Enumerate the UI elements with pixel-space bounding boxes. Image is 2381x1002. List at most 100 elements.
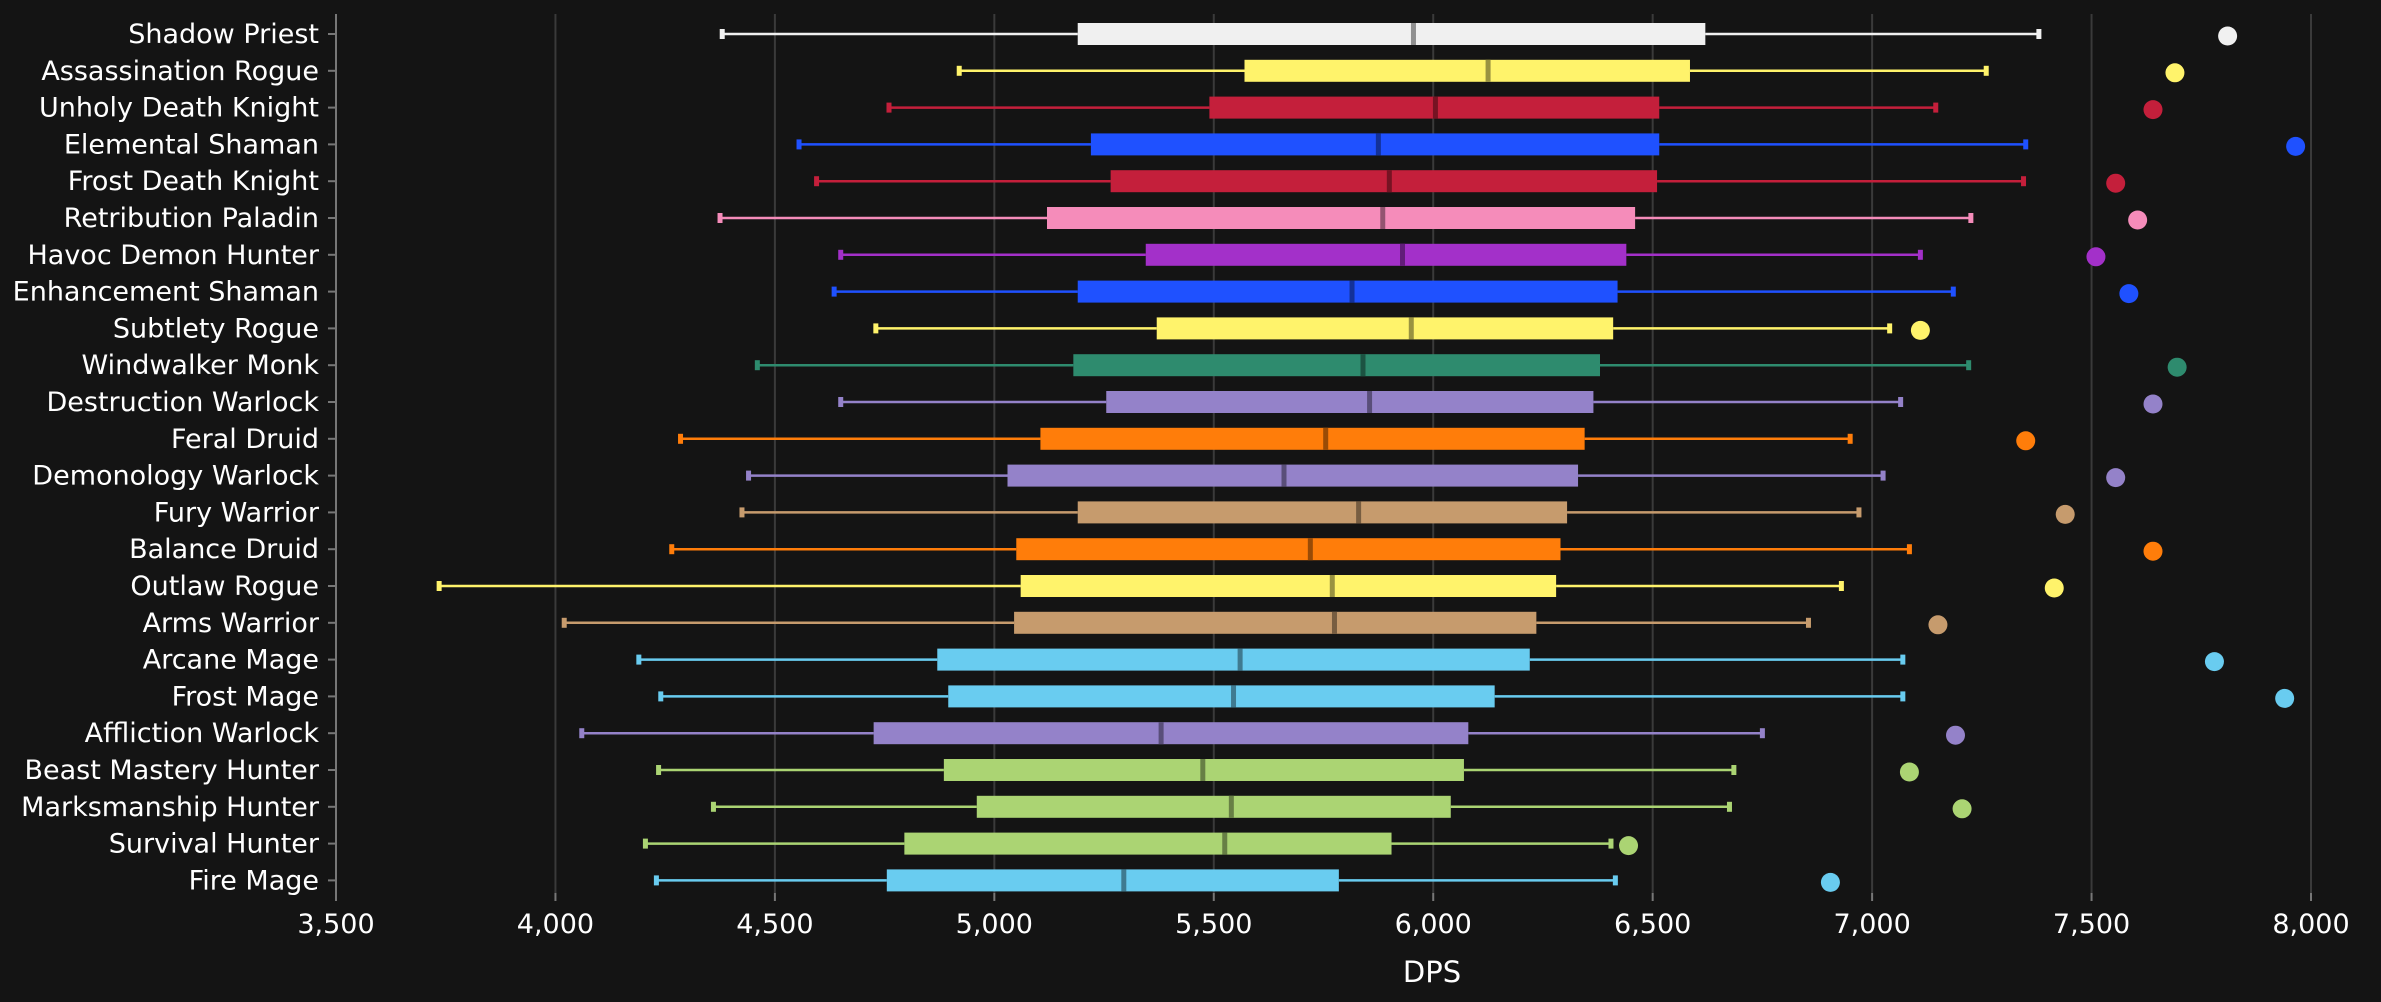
median-mark-windwalker-monk: [1360, 354, 1366, 377]
category-label-frost-death-knight: Frost Death Knight: [68, 166, 319, 197]
iqr-box-fury-warrior: [1077, 501, 1568, 524]
category-label-retribution-paladin: Retribution Paladin: [64, 203, 319, 234]
whisker-cap-high-beast-mastery-hunter: [1731, 765, 1737, 775]
outlier-point-survival-hunter: [1619, 836, 1639, 856]
category-label-subtlety-rogue: Subtlety Rogue: [113, 313, 319, 344]
category-label-arms-warrior: Arms Warrior: [143, 608, 320, 639]
iqr-box-subtlety-rogue: [1156, 317, 1614, 340]
median-mark-havoc-demon-hunter: [1400, 243, 1405, 266]
outlier-point-outlaw-rogue: [2044, 578, 2064, 598]
whisker-cap-low-retribution-paladin: [717, 213, 723, 223]
iqr-box-outlaw-rogue: [1020, 575, 1557, 597]
whisker-cap-low-elemental-shaman: [796, 139, 802, 150]
x-tick-label-8000: 8,000: [2272, 909, 2349, 940]
whisker-cap-high-subtlety-rogue: [1887, 323, 1893, 334]
whisker-cap-low-enhancement-shaman: [831, 286, 837, 297]
whisker-cap-low-marksmanship-hunter: [710, 801, 716, 812]
whisker-cap-high-frost-death-knight: [2021, 176, 2027, 187]
x-axis-ticks: 3,500 4,000 4,500 5,000 5,500 6,000 6,500 7,000…: [297, 893, 2350, 940]
whisker-cap-high-enhancement-shaman: [1950, 286, 1956, 297]
whisker-cap-low-feral-druid: [678, 433, 684, 444]
whisker-cap-low-outlaw-rogue: [436, 581, 442, 591]
category-label-marksmanship-hunter: Marksmanship Hunter: [21, 792, 320, 823]
whisker-cap-high-retribution-paladin: [1968, 213, 1974, 223]
whisker-cap-low-balance-druid: [669, 544, 675, 555]
iqr-box-enhancement-shaman: [1077, 280, 1618, 303]
whisker-cap-low-fire-mage: [653, 875, 659, 886]
outlier-point-balance-druid: [2143, 541, 2163, 561]
iqr-box-balance-druid: [1016, 538, 1561, 561]
whisker-cap-low-survival-hunter: [642, 838, 648, 849]
whisker-cap-low-unholy-death-knight: [886, 102, 892, 113]
outlier-point-feral-druid: [2016, 431, 2036, 451]
box-elemental-shaman: [796, 133, 2306, 156]
iqr-box-arcane-mage: [937, 648, 1530, 671]
x-axis-title: DPS: [1403, 955, 1461, 989]
box-fire-mage: [653, 869, 1840, 892]
box-retribution-paladin: [717, 207, 2148, 230]
iqr-box-shadow-priest: [1077, 23, 1706, 45]
box-subtlety-rogue: [873, 317, 1930, 340]
whisker-cap-high-unholy-death-knight: [1933, 102, 1939, 113]
whisker-cap-high-elemental-shaman: [2023, 139, 2029, 150]
iqr-box-arms-warrior: [1014, 611, 1537, 634]
category-label-unholy-death-knight: Unholy Death Knight: [39, 93, 319, 124]
outlier-point-fury-warrior: [2055, 504, 2075, 524]
category-label-demonology-warlock: Demonology Warlock: [32, 461, 319, 492]
box-marksmanship-hunter: [710, 795, 1972, 819]
box-demonology-warlock: [746, 464, 2126, 488]
whisker-cap-high-destruction-warlock: [1898, 397, 1904, 407]
category-label-affliction-warlock: Affliction Warlock: [85, 718, 320, 749]
category-label-beast-mastery-hunter: Beast Mastery Hunter: [24, 755, 319, 786]
median-mark-balance-druid: [1307, 538, 1313, 561]
iqr-box-affliction-warlock: [873, 722, 1469, 745]
category-label-balance-druid: Balance Druid: [129, 534, 319, 565]
whisker-cap-low-affliction-warlock: [579, 728, 585, 739]
iqr-box-marksmanship-hunter: [976, 795, 1451, 818]
median-mark-arcane-mage: [1237, 648, 1243, 671]
box-beast-mastery-hunter: [656, 759, 1919, 782]
category-labels: Shadow Priest Assassination Rogue Unholy D…: [13, 19, 320, 896]
whisker-cap-low-destruction-warlock: [838, 397, 844, 407]
median-mark-assassination-rogue: [1485, 59, 1491, 82]
outlier-point-unholy-death-knight: [2143, 100, 2163, 120]
median-mark-survival-hunter: [1222, 832, 1228, 855]
outlier-point-frost-mage: [2275, 688, 2295, 708]
box-affliction-warlock: [579, 722, 1965, 745]
category-label-arcane-mage: Arcane Mage: [143, 645, 319, 676]
box-frost-mage: [658, 685, 2295, 708]
whisker-cap-high-havoc-demon-hunter: [1917, 249, 1923, 260]
whisker-cap-high-arms-warrior: [1805, 617, 1811, 628]
median-mark-frost-mage: [1231, 685, 1237, 708]
box-havoc-demon-hunter: [838, 243, 2106, 267]
box-balance-druid: [669, 538, 2163, 561]
outlier-point-retribution-paladin: [2128, 210, 2148, 230]
box-assassination-rogue: [956, 59, 2185, 83]
whisker-cap-low-havoc-demon-hunter: [838, 249, 844, 260]
box-survival-hunter: [642, 832, 1639, 856]
iqr-box-windwalker-monk: [1073, 354, 1600, 377]
whisker-cap-high-assassination-rogue: [1983, 65, 1989, 76]
category-label-enhancement-shaman: Enhancement Shaman: [13, 277, 319, 308]
whisker-cap-low-arms-warrior: [561, 617, 567, 628]
whisker-cap-high-fury-warrior: [1856, 507, 1862, 518]
outlier-point-marksmanship-hunter: [1952, 799, 1972, 819]
whisker-cap-low-frost-death-knight: [814, 176, 820, 187]
category-label-shadow-priest: Shadow Priest: [128, 19, 319, 50]
whisker-cap-high-feral-druid: [1847, 433, 1853, 444]
iqr-box-elemental-shaman: [1090, 133, 1660, 156]
outlier-point-arcane-mage: [2204, 652, 2224, 672]
box-destruction-warlock: [838, 391, 2163, 414]
category-label-windwalker-monk: Windwalker Monk: [81, 350, 319, 381]
median-mark-marksmanship-hunter: [1228, 795, 1234, 818]
iqr-box-frost-death-knight: [1110, 170, 1658, 193]
whisker-cap-high-frost-mage: [1900, 691, 1906, 702]
box-feral-druid: [678, 427, 2036, 451]
median-mark-subtlety-rogue: [1408, 317, 1414, 340]
grid-layer: [328, 14, 2312, 893]
x-tick-label-3500: 3,500: [297, 909, 374, 940]
whisker-cap-high-survival-hunter: [1608, 838, 1614, 849]
outlier-point-destruction-warlock: [2143, 394, 2163, 414]
box-windwalker-monk: [754, 354, 2187, 377]
whisker-cap-low-arcane-mage: [636, 654, 642, 665]
